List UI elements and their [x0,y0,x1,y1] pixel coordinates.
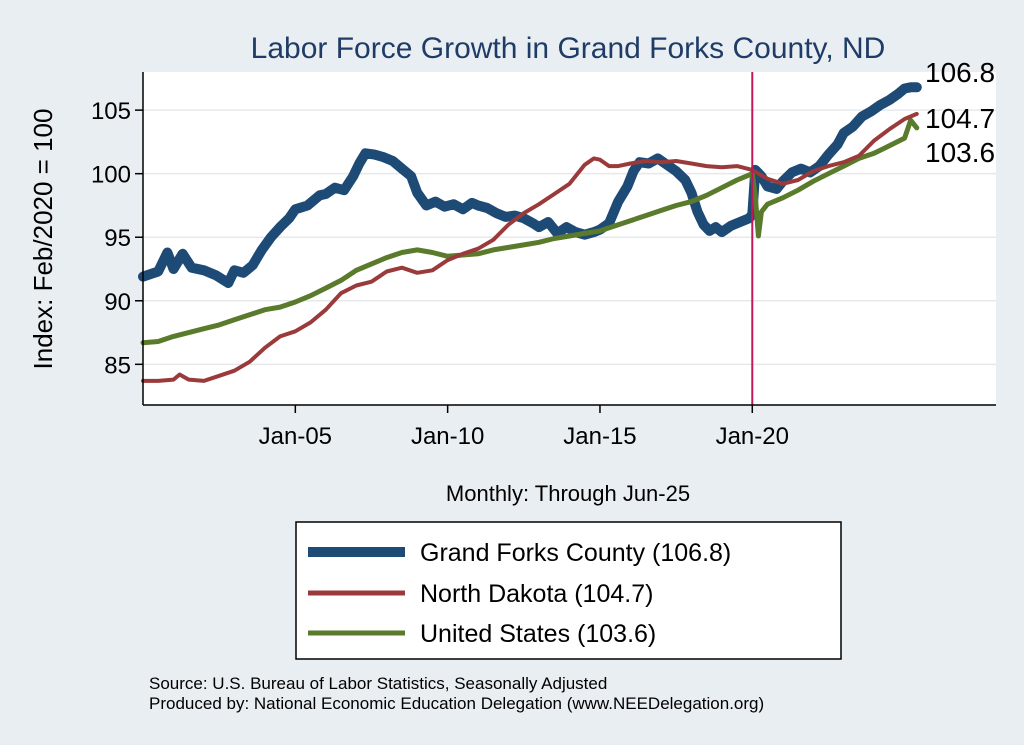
x-tick-label-Jan-10: Jan-10 [411,423,484,450]
end-label-north-dakota: 104.7 [925,103,995,134]
y-tick-label-100: 100 [91,162,131,189]
x-axis-ticks: Jan-05 Jan-10 Jan-15 Jan-20 [259,405,789,450]
y-axis-ticks: 85 90 95 100 105 [91,98,143,379]
end-label-united-states: 103.6 [925,137,995,168]
legend: Grand Forks County (106.8) North Dakota … [295,521,842,660]
x-tick-label-Jan-05: Jan-05 [259,423,332,450]
series-layer [138,82,922,383]
source-note: Source: U.S. Bureau of Labor Statistics,… [149,674,607,693]
y-tick-label-90: 90 [104,289,131,316]
y-axis-label: Index: Feb/2020 = 100 [28,109,58,370]
legend-label-grand-forks: Grand Forks County (106.8) [420,539,731,567]
chart-title: Labor Force Growth in Grand Forks County… [251,32,886,65]
legend-label-north-dakota: North Dakota (104.7) [420,580,653,608]
produced-by-note: Produced by: National Economic Education… [149,694,764,713]
x-tick-label-Jan-15: Jan-15 [563,423,636,450]
y-tick-label-105: 105 [91,98,131,125]
x-tick-label-Jan-20: Jan-20 [716,423,789,450]
series-line-north-dakota [141,111,919,383]
y-tick-label-95: 95 [104,225,131,252]
series-line-united-states [140,117,920,346]
x-axis-label: Monthly: Through Jun-25 [446,481,690,506]
end-label-grand-forks: 106.8 [925,57,995,88]
series-line-grand-forks-county [138,82,922,288]
y-tick-label-85: 85 [104,352,131,379]
legend-label-united-states: United States (103.6) [420,620,656,648]
